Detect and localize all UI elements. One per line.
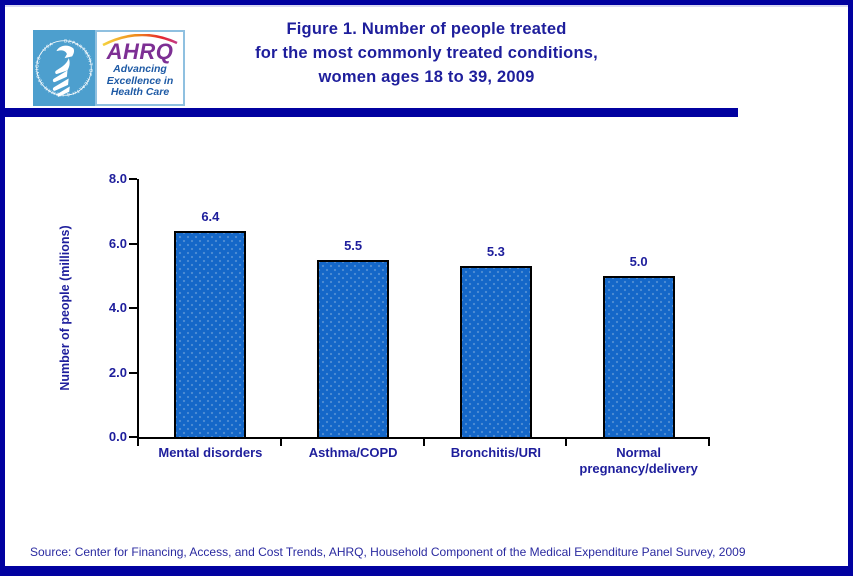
bar-value-label: 6.4 — [201, 208, 220, 224]
y-axis-tick — [129, 307, 137, 309]
bar — [602, 275, 675, 437]
bar — [174, 230, 247, 437]
bar-value-label: 5.3 — [486, 244, 505, 260]
x-axis-tick — [137, 437, 139, 446]
hhs-eagle-seal-icon: DEPARTMENT OF HEALTH & HUMAN SERVICES · … — [35, 38, 93, 97]
bar — [317, 259, 390, 437]
ahrq-acronym: AHRQ — [106, 39, 174, 64]
figure-title: Figure 1. Number of people treated for t… — [5, 17, 848, 89]
ahrq-logo-panel: AHRQ Advancing Excellence in Health Care — [95, 30, 185, 106]
y-axis-tick — [129, 436, 137, 438]
y-axis-title: Number of people (millions) — [58, 225, 72, 391]
y-axis-tick-label: 0.0 — [108, 429, 127, 444]
bar-value-label: 5.0 — [629, 253, 648, 269]
x-axis-category-label: Asthma/COPD — [308, 445, 398, 460]
x-axis-tick — [279, 437, 282, 446]
top-border-accent — [5, 5, 848, 7]
rainbow-arc-icon — [102, 34, 178, 46]
x-axis-category-label: Normal pregnancy/delivery — [579, 445, 698, 476]
header-separator-bar — [5, 108, 738, 117]
plot-area: 8.0 6.0 4.0 2.0 0.0 6.4 Mental disorders 5.5 Ast… — [109, 171, 710, 476]
y-axis-tick-label: 2.0 — [108, 364, 127, 380]
ahrq-hhs-logo: DEPARTMENT OF HEALTH & HUMAN SERVICES · … — [33, 30, 185, 106]
x-axis-category-label: Mental disorders — [158, 445, 263, 460]
figure-title-line: for the most commonly treated conditions… — [255, 44, 598, 62]
x-axis-tick — [422, 437, 425, 446]
ahrq-tagline-line: Excellence in — [106, 74, 174, 87]
ahrq-tagline: Advancing Excellence in Health Care — [106, 63, 174, 99]
y-axis-tick-label: 4.0 — [108, 300, 127, 315]
figure-title-line: women ages 18 to 39, 2009 — [318, 68, 535, 86]
ahrq-tagline-line: Health Care — [110, 86, 170, 98]
x-axis-tick — [708, 437, 710, 446]
y-axis-tick-label: 8.0 — [108, 171, 127, 186]
x-axis-tick — [565, 437, 568, 446]
x-axis-category-label: Bronchitis/URI — [450, 445, 542, 460]
hhs-eagle-glyph — [52, 45, 75, 97]
bar-value-label: 5.5 — [344, 237, 363, 253]
figure-title-line: Figure 1. Number of people treated — [286, 20, 567, 38]
y-axis-tick — [129, 178, 137, 180]
source-note: Source: Center for Financing, Access, an… — [30, 545, 746, 559]
y-axis-tick — [129, 242, 137, 245]
hhs-seal-panel: DEPARTMENT OF HEALTH & HUMAN SERVICES · … — [33, 30, 95, 106]
y-axis-tick-label: 6.0 — [108, 235, 127, 251]
y-axis-tick — [129, 371, 137, 374]
bar — [459, 266, 532, 437]
ahrq-tagline-line: Advancing — [113, 63, 167, 75]
